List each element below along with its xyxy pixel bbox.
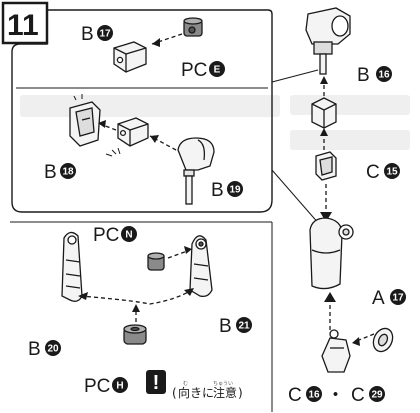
part-pc-e: [183, 17, 203, 37]
part-shoulder-block: [309, 217, 354, 290]
svg-text:B: B: [211, 180, 224, 201]
label-c16-c29: C 16 ・ C 29: [288, 385, 385, 406]
assembly-arrow-pce: [151, 33, 183, 45]
svg-text:B: B: [219, 316, 232, 337]
svg-text:A: A: [372, 288, 385, 309]
svg-text:ちゅうい: ちゅうい: [213, 381, 233, 387]
svg-text:17: 17: [99, 29, 111, 40]
caution-icon: [146, 370, 166, 394]
part-b19: [177, 137, 215, 205]
svg-text:(: (: [172, 386, 177, 400]
svg-text:B: B: [81, 24, 94, 45]
part-pc-h: [123, 324, 147, 345]
svg-text:!: !: [153, 372, 160, 394]
label-b20: B 20: [28, 339, 61, 360]
callout-line-top: [271, 69, 319, 83]
label-b16: B 16: [357, 65, 392, 86]
svg-text:16: 16: [378, 70, 390, 81]
svg-text:H: H: [116, 381, 123, 392]
svg-text:21: 21: [238, 321, 250, 332]
label-b21: B 21: [219, 316, 252, 337]
svg-text:B: B: [44, 162, 57, 183]
part-pc-n: [147, 252, 165, 271]
label-b19: B 19: [211, 180, 243, 201]
label-c15: C 15: [366, 162, 400, 183]
svg-text:N: N: [125, 230, 132, 241]
part-b20: [61, 231, 83, 302]
part-b17-mid: [117, 117, 149, 147]
svg-text:20: 20: [47, 344, 59, 355]
label-a17: A 17: [372, 288, 406, 309]
svg-text:19: 19: [229, 185, 241, 196]
svg-text:C: C: [366, 162, 380, 183]
part-b16: [311, 97, 337, 129]
svg-text:向: 向: [178, 385, 190, 400]
svg-text:・: ・: [326, 385, 345, 406]
orientation-caution: ! む ちゅうい ( 向 きに 注意 ): [146, 370, 243, 400]
assembly-arrow-b20-b21: [79, 289, 193, 305]
label-b18: B 18: [44, 162, 76, 183]
svg-text:きに: きに: [190, 386, 214, 400]
part-c16-c29: [321, 329, 351, 373]
svg-text:29: 29: [371, 390, 383, 401]
click-marks: [73, 94, 121, 157]
svg-text:B: B: [28, 339, 41, 360]
svg-text:17: 17: [392, 293, 404, 304]
assembly-arrow-pcn: [167, 249, 191, 259]
svg-text:PC: PC: [93, 225, 119, 246]
svg-text:PC: PC: [181, 60, 207, 81]
svg-text:C: C: [288, 385, 302, 406]
part-b17: [113, 41, 147, 73]
svg-text:B: B: [357, 65, 370, 86]
part-upper-joint: [305, 7, 351, 75]
svg-text:PC: PC: [84, 376, 110, 397]
detail-panel: [11, 9, 273, 213]
svg-text:15: 15: [386, 167, 398, 178]
step-number-box: 11: [1, 1, 49, 45]
label-pc-e: PC E: [181, 60, 225, 81]
part-b18: [69, 101, 101, 147]
svg-text:E: E: [214, 65, 221, 76]
step-number: 11: [7, 9, 39, 42]
svg-text:): ): [238, 386, 243, 400]
label-pc-h: PC H: [84, 376, 128, 397]
part-a17: [372, 327, 394, 353]
svg-text:C: C: [351, 385, 365, 406]
svg-text:注意: 注意: [213, 385, 237, 400]
svg-text:18: 18: [62, 167, 74, 178]
svg-text:む: む: [183, 381, 188, 387]
label-b17: B 17: [81, 24, 113, 45]
part-b21: [189, 235, 213, 298]
part-c15: [315, 151, 337, 181]
svg-text:16: 16: [308, 390, 320, 401]
label-pc-n: PC N: [93, 225, 137, 246]
callout-line-bottom: [271, 169, 321, 226]
